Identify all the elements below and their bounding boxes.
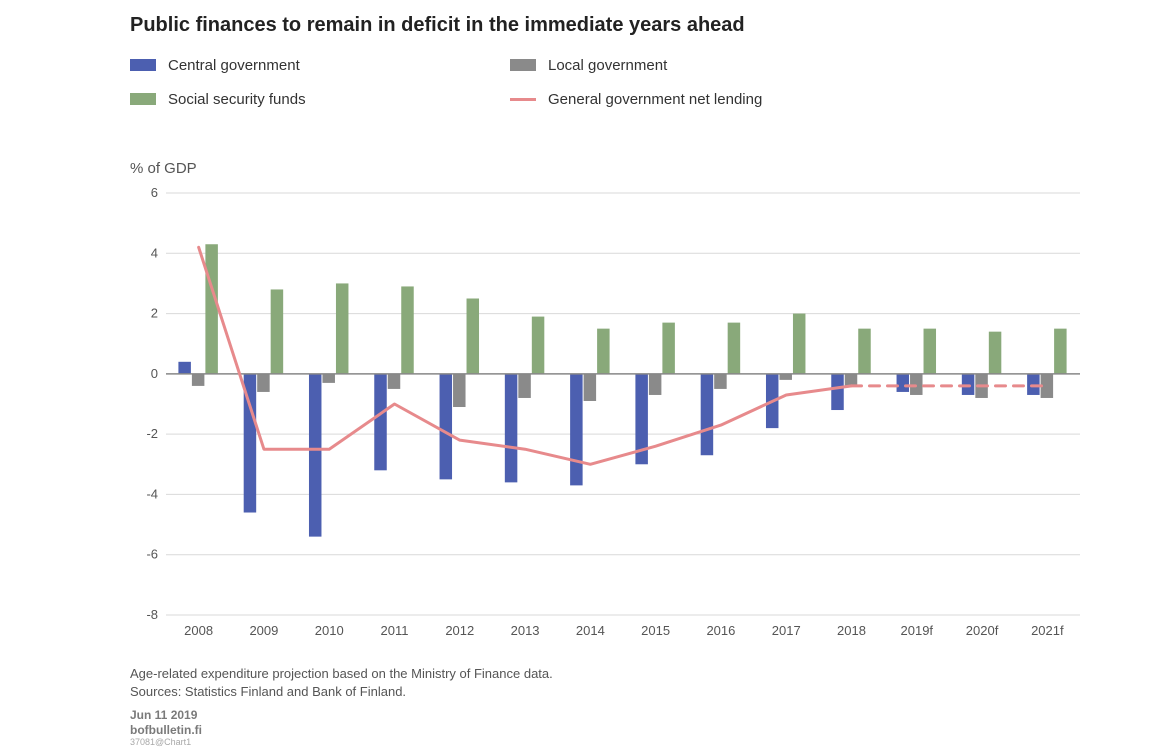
bar-social_security (793, 314, 805, 374)
bar-local_govt (257, 374, 269, 392)
bar-social_security (662, 323, 674, 374)
x-tick-label: 2016 (706, 623, 735, 638)
bar-local_govt (779, 374, 791, 380)
bar-social_security (989, 332, 1001, 374)
x-tick-label: 2014 (576, 623, 605, 638)
y-tick-label: -6 (146, 547, 158, 562)
x-tick-label: 2020f (966, 623, 999, 638)
bar-central_govt (897, 374, 909, 392)
y-axis-label: % of GDP (130, 160, 197, 177)
x-tick-label: 2009 (249, 623, 278, 638)
legend-item: Central government (130, 56, 510, 76)
bar-local_govt (845, 374, 857, 386)
x-tick-label: 2019f (901, 623, 934, 638)
bar-central_govt (1027, 374, 1039, 395)
y-tick-label: 4 (151, 245, 158, 260)
bar-local_govt (388, 374, 400, 389)
x-tick-label: 2018 (837, 623, 866, 638)
footnote: Age-related expenditure projection based… (130, 665, 553, 700)
x-tick-label: 2015 (641, 623, 670, 638)
bar-local_govt (584, 374, 596, 401)
line-net_lending (199, 247, 852, 464)
bar-local_govt (649, 374, 661, 395)
legend-item: General government net lending (510, 90, 1010, 110)
legend-label: Social security funds (168, 90, 306, 110)
bar-social_security (467, 299, 479, 374)
plot-area: -8 -6 -4 -2 0 2 4 6 2008 2009 2010 2011 2012 2013 2014… (130, 185, 1090, 645)
y-tick-label: 0 (151, 366, 158, 381)
legend-item: Local government (510, 56, 1010, 76)
bar-social_security (271, 289, 283, 373)
bar-social_security (205, 244, 217, 374)
bar-social_security (532, 317, 544, 374)
x-tick-label: 2010 (315, 623, 344, 638)
bar-central_govt (505, 374, 517, 483)
bar-social_security (858, 329, 870, 374)
y-tick-label: -4 (146, 486, 158, 501)
bar-social_security (336, 283, 348, 373)
y-tick-label: 2 (151, 306, 158, 321)
site-line: bofbulletin.fi (130, 723, 202, 737)
x-tick-label: 2008 (184, 623, 213, 638)
legend-swatch (510, 98, 536, 101)
legend-swatch (130, 59, 156, 71)
bar-central_govt (309, 374, 321, 537)
legend-label: Local government (548, 56, 667, 76)
legend: Central government Local government Social… (130, 56, 1030, 123)
x-tick-label: 2012 (445, 623, 474, 638)
legend-swatch (510, 59, 536, 71)
x-tick-label: 2011 (381, 623, 409, 638)
x-tick-label: 2021f (1031, 623, 1064, 638)
y-tick-label: -8 (146, 607, 158, 622)
bar-social_security (401, 286, 413, 373)
y-tick-label: 6 (151, 185, 158, 200)
bar-central_govt (440, 374, 452, 480)
bar-central_govt (178, 362, 190, 374)
bar-central_govt (831, 374, 843, 410)
legend-label: Central government (168, 56, 300, 76)
legend-label: General government net lending (548, 90, 762, 110)
date-line: Jun 11 2019 (130, 708, 197, 722)
bar-local_govt (518, 374, 530, 398)
bar-local_govt (453, 374, 465, 407)
bar-local_govt (322, 374, 334, 383)
bar-central_govt (374, 374, 386, 470)
bar-social_security (728, 323, 740, 374)
chart-id: 37081@Chart1 (130, 737, 191, 747)
bar-local_govt (714, 374, 726, 389)
bar-central_govt (570, 374, 582, 486)
chart-title: Public finances to remain in deficit in … (130, 14, 745, 37)
bar-social_security (924, 329, 936, 374)
legend-item: Social security funds (130, 90, 510, 110)
chart-container: Public finances to remain in deficit in … (0, 0, 1157, 756)
bar-local_govt (910, 374, 922, 395)
x-tick-label: 2013 (511, 623, 540, 638)
bar-local_govt (192, 374, 204, 386)
legend-swatch (130, 93, 156, 105)
bar-central_govt (962, 374, 974, 395)
bar-social_security (1054, 329, 1066, 374)
x-tick-label: 2017 (772, 623, 801, 638)
bar-central_govt (701, 374, 713, 455)
bar-social_security (597, 329, 609, 374)
y-tick-label: -2 (146, 426, 158, 441)
